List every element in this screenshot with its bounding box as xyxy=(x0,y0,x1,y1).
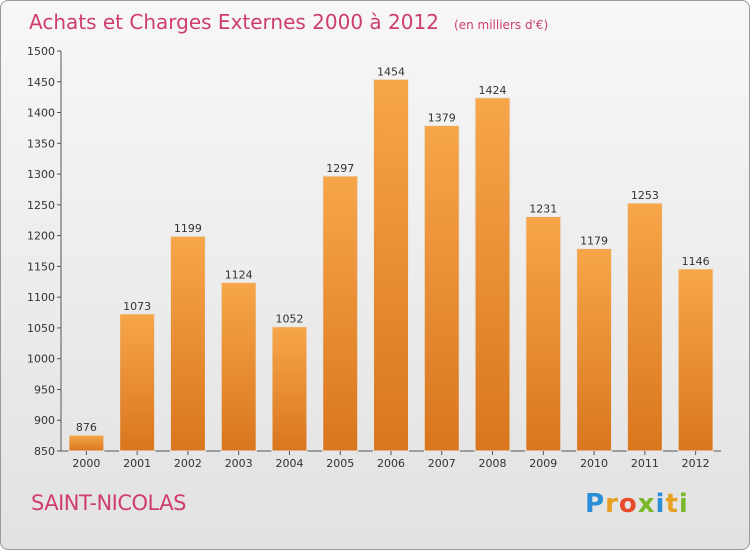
bar-2012 xyxy=(677,268,714,452)
data-label: 1454 xyxy=(377,65,405,78)
data-label: 1052 xyxy=(275,313,303,326)
logo-letter: i xyxy=(655,489,666,519)
bar-2006 xyxy=(373,78,409,452)
y-tick-label: 1050 xyxy=(27,322,55,335)
x-tick-label: 2005 xyxy=(326,457,354,470)
logo-letter: r xyxy=(605,489,619,519)
x-tick-label: 2006 xyxy=(377,457,405,470)
logo-letter: t xyxy=(665,489,679,519)
data-label: 1424 xyxy=(479,84,507,97)
logo-letter: i xyxy=(678,489,689,519)
data-label: 1073 xyxy=(123,300,151,313)
y-tick-label: 1100 xyxy=(27,291,55,304)
x-tick-label: 2007 xyxy=(428,457,456,470)
bar-2011 xyxy=(626,202,663,452)
x-tick-label: 2009 xyxy=(529,457,557,470)
data-label: 876 xyxy=(76,421,97,434)
y-tick-label: 1150 xyxy=(27,260,55,273)
x-tick-label: 2004 xyxy=(275,457,303,470)
y-tick-label: 850 xyxy=(34,445,55,458)
data-label: 1253 xyxy=(631,189,659,202)
y-tick-label: 1250 xyxy=(27,199,55,212)
x-tick-label: 2011 xyxy=(631,457,659,470)
x-tick-label: 2012 xyxy=(682,457,710,470)
bar-2003 xyxy=(220,281,257,452)
data-label: 1146 xyxy=(682,255,710,268)
bar-2005 xyxy=(322,175,359,452)
y-tick-label: 1300 xyxy=(27,168,55,181)
data-label: 1297 xyxy=(326,162,354,175)
y-tick-label: 1350 xyxy=(27,137,55,150)
logo-letter: P xyxy=(585,489,606,519)
bars: 876 1073 1199 1124 1052 1297 1454 1379 1424 1231 1… xyxy=(68,65,714,452)
bar-2000 xyxy=(68,434,105,452)
data-label: 1231 xyxy=(529,203,557,216)
y-axis-ticks: 850 900 950 1000 1050 1100 1150 1200 1250 1300 135… xyxy=(27,45,61,458)
data-label: 1179 xyxy=(580,235,608,248)
y-tick-label: 1500 xyxy=(27,45,55,58)
data-label: 1379 xyxy=(428,111,456,124)
data-label: 1199 xyxy=(174,222,202,235)
data-label: 1124 xyxy=(225,268,253,281)
town-name: SAINT-NICOLAS xyxy=(31,491,186,515)
x-tick-label: 2010 xyxy=(580,457,608,470)
y-tick-label: 1400 xyxy=(27,107,55,120)
x-tick-label: 2001 xyxy=(123,457,151,470)
logo-letter: x xyxy=(637,489,656,519)
y-tick-label: 1450 xyxy=(27,76,55,89)
bar-2007 xyxy=(423,124,460,452)
y-tick-label: 1000 xyxy=(27,353,55,366)
proxiti-logo[interactable]: Proxiti xyxy=(585,489,689,519)
bar-2004 xyxy=(271,326,308,452)
y-tick-label: 950 xyxy=(34,383,55,396)
bar-2010 xyxy=(576,248,613,452)
bar-2001 xyxy=(119,313,156,452)
x-tick-label: 2008 xyxy=(479,457,507,470)
bar-2008 xyxy=(474,97,511,452)
x-tick-label: 2003 xyxy=(225,457,253,470)
chart-title: Achats et Charges Externes 2000 à 2012 (… xyxy=(29,10,548,34)
x-axis-ticks: 2000 2001 2002 2003 2004 2005 2006 2007 2008 2009… xyxy=(72,451,710,470)
x-tick-label: 2002 xyxy=(174,457,202,470)
bar-2002 xyxy=(169,235,206,452)
y-tick-label: 1200 xyxy=(27,230,55,243)
bar-2009 xyxy=(525,216,562,452)
logo-letter: o xyxy=(618,489,638,519)
y-tick-label: 900 xyxy=(34,414,55,427)
x-tick-label: 2000 xyxy=(72,457,100,470)
